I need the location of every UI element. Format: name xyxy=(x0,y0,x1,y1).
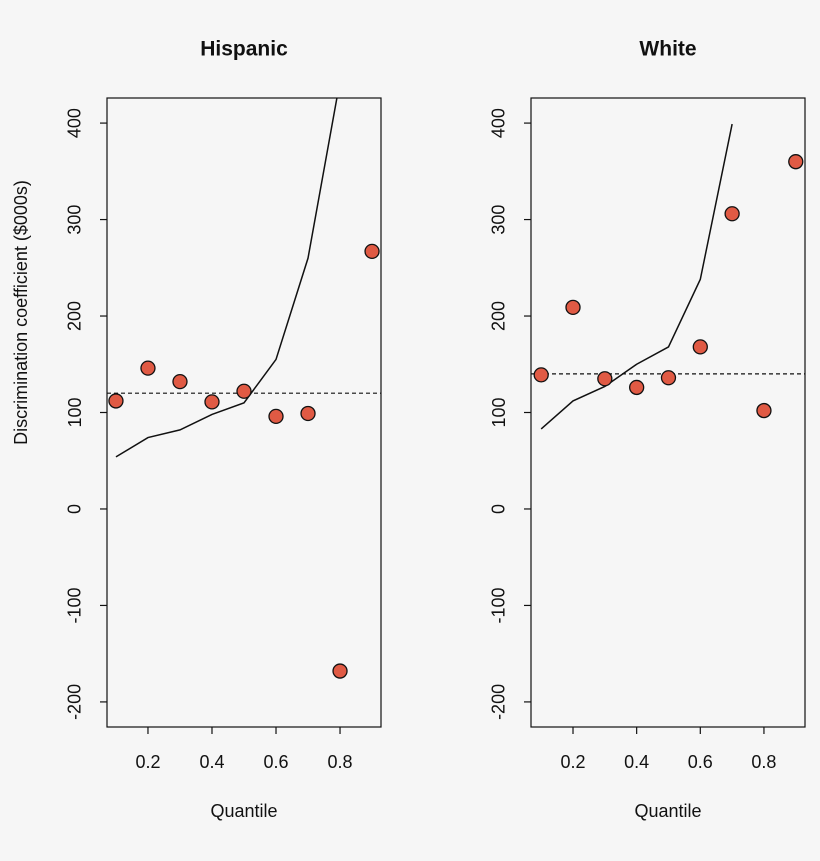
x-tick-label: 0.2 xyxy=(560,752,585,772)
point xyxy=(533,367,549,383)
point xyxy=(268,408,284,425)
y-tick-label: -100 xyxy=(489,587,509,623)
point xyxy=(597,371,613,387)
point xyxy=(332,663,348,679)
line xyxy=(115,98,338,458)
x-tick-label: 0.6 xyxy=(688,752,713,772)
point xyxy=(172,373,188,390)
point xyxy=(629,379,645,396)
chart-title: Hispanic xyxy=(200,38,288,61)
y-tick-label: 0 xyxy=(489,504,509,514)
x-axis-label: Quantile xyxy=(634,801,701,821)
y-tick-label: 200 xyxy=(489,301,509,331)
y-tick-label: 200 xyxy=(65,301,85,331)
point xyxy=(724,206,740,222)
point xyxy=(364,243,380,260)
y-tick-label: 300 xyxy=(489,205,509,235)
point xyxy=(660,370,677,386)
x-tick-label: 0.4 xyxy=(624,752,649,772)
point xyxy=(236,383,252,399)
x-tick-label: 0.8 xyxy=(751,752,776,772)
y-tick-label: 300 xyxy=(65,205,85,235)
y-tick-label: -100 xyxy=(65,587,85,623)
y-tick-label: 400 xyxy=(65,108,85,138)
line xyxy=(540,123,733,430)
y-tick-label: 100 xyxy=(65,397,85,427)
y-tick-label: 400 xyxy=(489,108,509,138)
y-tick-label: -200 xyxy=(65,684,85,720)
point xyxy=(300,405,316,422)
x-tick-label: 0.6 xyxy=(263,752,288,772)
point xyxy=(756,402,772,419)
plot-frame xyxy=(106,97,382,728)
point xyxy=(204,394,220,410)
point xyxy=(692,339,708,355)
y-axis-label: Discrimination coefficient ($000s) xyxy=(11,180,31,445)
y-tick-label: -200 xyxy=(489,684,509,720)
x-axis-label: Quantile xyxy=(210,801,277,821)
point xyxy=(140,360,156,376)
x-tick-label: 0.8 xyxy=(328,752,353,772)
point xyxy=(108,393,124,409)
x-tick-label: 0.4 xyxy=(199,752,224,772)
x-tick-label: 0.2 xyxy=(135,752,160,772)
y-tick-label: 0 xyxy=(65,504,85,514)
chart-title: White xyxy=(639,38,696,61)
point xyxy=(788,154,804,170)
point xyxy=(565,299,581,315)
y-tick-label: 100 xyxy=(489,397,509,427)
